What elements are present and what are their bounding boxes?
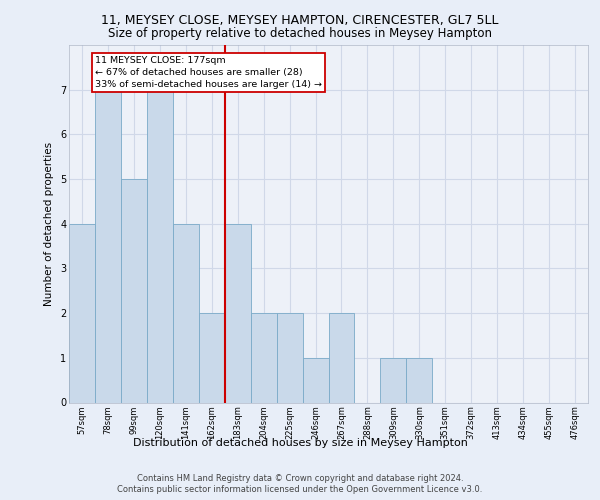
Bar [277, 313, 302, 402]
Text: 11, MEYSEY CLOSE, MEYSEY HAMPTON, CIRENCESTER, GL7 5LL: 11, MEYSEY CLOSE, MEYSEY HAMPTON, CIRENC… [101, 14, 499, 27]
Text: Distribution of detached houses by size in Meysey Hampton: Distribution of detached houses by size … [133, 438, 467, 448]
Text: Contains public sector information licensed under the Open Government Licence v3: Contains public sector information licen… [118, 485, 482, 494]
Y-axis label: Number of detached properties: Number of detached properties [44, 142, 55, 306]
Bar [225, 224, 251, 402]
Text: 11 MEYSEY CLOSE: 177sqm
← 67% of detached houses are smaller (28)
33% of semi-de: 11 MEYSEY CLOSE: 177sqm ← 67% of detache… [95, 56, 322, 89]
Bar [302, 358, 329, 403]
Bar [329, 313, 355, 402]
Bar [173, 224, 199, 402]
Text: Contains HM Land Registry data © Crown copyright and database right 2024.: Contains HM Land Registry data © Crown c… [137, 474, 463, 483]
Bar [69, 224, 95, 402]
Bar [147, 90, 173, 403]
Bar [95, 90, 121, 403]
Bar [121, 179, 147, 402]
Bar [251, 313, 277, 402]
Bar [380, 358, 406, 403]
Bar [199, 313, 224, 402]
Bar [406, 358, 432, 403]
Text: Size of property relative to detached houses in Meysey Hampton: Size of property relative to detached ho… [108, 28, 492, 40]
